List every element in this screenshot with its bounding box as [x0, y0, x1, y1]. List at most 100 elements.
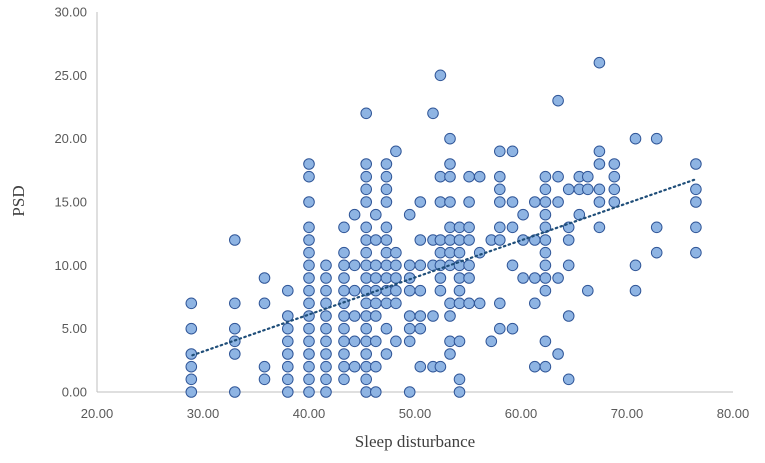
x-tick-label: 30.00 [187, 406, 220, 421]
data-point [360, 183, 373, 196]
data-point [539, 335, 552, 348]
data-point [320, 322, 332, 335]
data-point [562, 221, 575, 234]
data-point [463, 221, 475, 234]
y-tick-label: 10.00 [54, 258, 87, 273]
data-point [370, 259, 382, 272]
data-point [485, 335, 498, 348]
data-point [229, 348, 241, 360]
data-point [506, 221, 519, 234]
data-point [453, 234, 466, 246]
data-point [453, 373, 466, 386]
data-point [562, 373, 575, 386]
data-point [593, 145, 606, 158]
data-point [185, 386, 198, 398]
data-point [434, 246, 447, 259]
data-point [473, 170, 486, 183]
data-point [494, 234, 506, 246]
data-point [539, 246, 552, 259]
data-point [320, 386, 332, 398]
data-point [690, 183, 702, 196]
data-point [608, 158, 621, 170]
data-point [380, 322, 393, 335]
data-point [552, 348, 564, 360]
data-point [282, 348, 294, 360]
data-point [403, 259, 416, 272]
data-point [608, 170, 621, 183]
data-point [185, 322, 198, 335]
data-point [434, 69, 447, 82]
y-axis-title: PSD [9, 185, 28, 216]
data-point [629, 132, 642, 145]
data-point [185, 373, 198, 386]
data-point [539, 259, 552, 272]
data-point [258, 373, 271, 386]
data-point [494, 196, 506, 208]
data-point [360, 196, 373, 208]
data-point [360, 221, 373, 234]
data-point [529, 360, 541, 373]
data-point [506, 322, 519, 335]
data-point [444, 158, 456, 170]
data-point [403, 322, 416, 335]
data-point [573, 208, 586, 221]
data-point [494, 170, 506, 183]
data-point [348, 259, 361, 272]
data-point [453, 221, 466, 234]
data-point [562, 310, 575, 322]
data-point [303, 284, 315, 297]
data-point [320, 272, 332, 284]
data-point [338, 246, 350, 259]
data-point [360, 170, 373, 183]
data-point [303, 272, 315, 284]
data-point [414, 259, 427, 272]
data-point [494, 145, 506, 158]
data-point [403, 310, 416, 322]
data-point [320, 310, 332, 322]
data-point [453, 284, 466, 297]
data-point [360, 360, 373, 373]
data-point [539, 234, 552, 246]
data-point [360, 348, 373, 360]
data-point [390, 259, 402, 272]
data-point [403, 208, 416, 221]
data-point [414, 322, 427, 335]
data-point [444, 170, 456, 183]
data-point [380, 183, 393, 196]
data-point [414, 310, 427, 322]
data-point [320, 284, 332, 297]
data-point [390, 297, 402, 310]
data-point [453, 246, 466, 259]
data-point [370, 386, 382, 398]
trendline [191, 178, 698, 357]
data-point [380, 234, 393, 246]
data-point [434, 272, 447, 284]
x-tick-label: 70.00 [611, 406, 644, 421]
data-point [282, 373, 294, 386]
data-point [403, 386, 416, 398]
data-point [539, 183, 552, 196]
data-point [562, 183, 575, 196]
data-point [282, 360, 294, 373]
data-point [360, 335, 373, 348]
data-point [370, 335, 382, 348]
data-point [552, 272, 564, 284]
data-point [552, 94, 564, 107]
data-point [229, 322, 241, 335]
data-point [529, 272, 541, 284]
data-point [463, 170, 475, 183]
data-point [650, 246, 663, 259]
data-point [593, 183, 606, 196]
data-point [229, 234, 241, 246]
data-point [593, 196, 606, 208]
data-point [506, 259, 519, 272]
data-point [338, 221, 350, 234]
data-point [282, 335, 294, 348]
data-point [370, 272, 382, 284]
data-point [338, 373, 350, 386]
x-tick-labels: 20.00 30.00 40.00 50.00 60.00 70.00 80.00 [81, 406, 750, 421]
data-point [517, 272, 529, 284]
data-point [434, 170, 447, 183]
data-point [370, 310, 382, 322]
data-point [444, 132, 456, 145]
